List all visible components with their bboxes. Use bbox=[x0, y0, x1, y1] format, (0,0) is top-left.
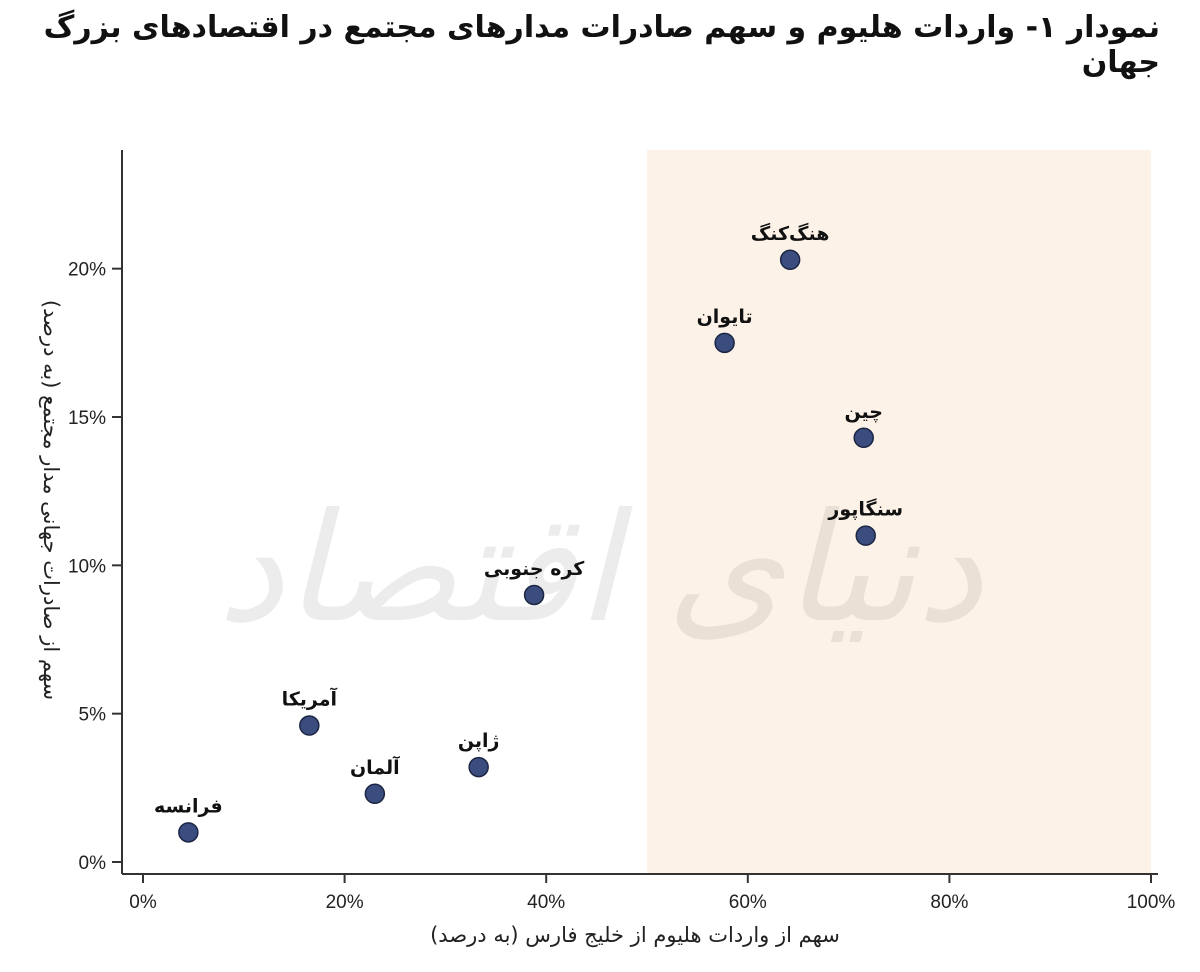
data-points: فرانسه آمریکا آلمان ژاپن کره جنوبی تایوان هنگ‌… bbox=[154, 222, 903, 843]
data-point bbox=[779, 249, 801, 271]
y-tick-label: 0% bbox=[79, 853, 107, 874]
y-tick-label: 10% bbox=[68, 556, 106, 577]
chart-title: نمودار ۱- واردات هلیوم و سهم صادرات مدار… bbox=[43, 10, 1160, 80]
point-label: سنگاپور bbox=[827, 498, 903, 521]
data-point bbox=[523, 584, 545, 606]
data-point bbox=[714, 332, 735, 354]
y-ticks: 0% 5% 10% 15% 20% bbox=[68, 260, 122, 874]
point-label: فرانسه bbox=[154, 795, 223, 817]
x-tick-label: 100% bbox=[1127, 892, 1176, 913]
x-ticks: 0% 20% 40% 60% 80% 100% bbox=[129, 874, 1175, 913]
y-tick-label: 15% bbox=[68, 408, 106, 429]
x-tick-label: 20% bbox=[326, 892, 364, 913]
point-label: ژاپن bbox=[458, 730, 500, 752]
point-label: تایوان bbox=[697, 306, 753, 328]
data-point bbox=[364, 783, 386, 805]
data-point bbox=[178, 822, 199, 843]
y-tick-label: 20% bbox=[68, 260, 106, 281]
data-point bbox=[855, 525, 876, 546]
x-tick-label: 80% bbox=[930, 892, 968, 913]
watermark: دنیای اقتصاد bbox=[217, 482, 984, 656]
shaded-region bbox=[647, 150, 1151, 874]
data-point bbox=[468, 756, 489, 778]
x-tick-label: 0% bbox=[129, 892, 157, 913]
x-tick-label: 60% bbox=[729, 892, 767, 913]
point-label: کره جنوبی bbox=[484, 558, 585, 580]
point-label: هنگ‌کنگ bbox=[751, 222, 830, 245]
data-point bbox=[299, 715, 320, 736]
x-tick-label: 40% bbox=[527, 892, 565, 913]
y-tick-label: 5% bbox=[79, 705, 107, 726]
y-axis-label: سهم از صادرات جهانی مدار مجتمع (به درصد) bbox=[38, 300, 63, 700]
x-axis-label: سهم از واردات هلیوم از خلیج فارس (به درص… bbox=[430, 923, 840, 948]
point-label: چین bbox=[844, 401, 883, 423]
point-label: آمریکا bbox=[282, 687, 338, 711]
data-point bbox=[853, 427, 874, 449]
point-label: آلمان bbox=[350, 755, 400, 779]
